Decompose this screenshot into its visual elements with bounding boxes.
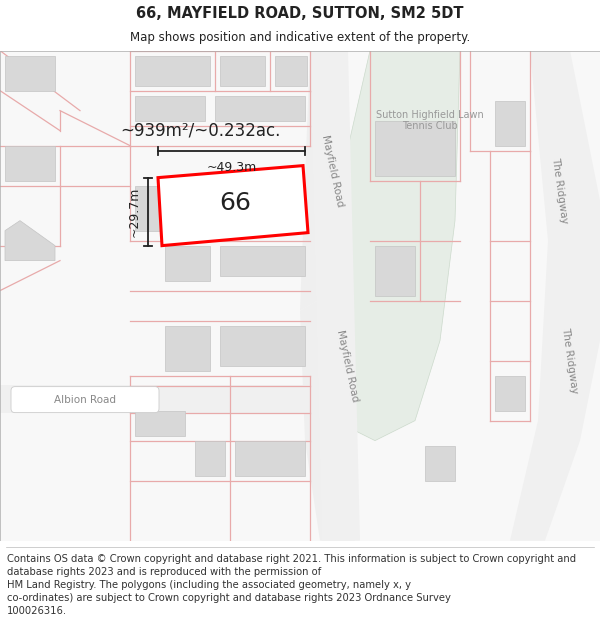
Text: ~49.3m: ~49.3m	[206, 161, 257, 174]
Text: Map shows position and indicative extent of the property.: Map shows position and indicative extent…	[130, 31, 470, 44]
Polygon shape	[5, 221, 55, 261]
Polygon shape	[375, 246, 415, 296]
Text: Albion Road: Albion Road	[54, 394, 116, 404]
Polygon shape	[165, 326, 210, 371]
Polygon shape	[300, 291, 355, 541]
Polygon shape	[195, 186, 305, 231]
Polygon shape	[165, 246, 210, 281]
Bar	[0, 384, 310, 412]
Polygon shape	[495, 376, 525, 411]
Polygon shape	[510, 51, 600, 541]
Polygon shape	[135, 411, 185, 436]
Polygon shape	[158, 166, 308, 246]
Polygon shape	[135, 96, 205, 121]
Polygon shape	[300, 51, 345, 311]
Polygon shape	[495, 101, 525, 146]
Text: Mayfield Road: Mayfield Road	[320, 134, 346, 208]
Polygon shape	[335, 51, 460, 441]
Polygon shape	[275, 56, 307, 86]
Polygon shape	[135, 186, 185, 231]
Text: 66: 66	[219, 191, 251, 214]
Text: ~939m²/~0.232ac.: ~939m²/~0.232ac.	[120, 122, 280, 139]
Polygon shape	[220, 326, 305, 366]
Polygon shape	[375, 121, 455, 176]
Text: ~29.7m: ~29.7m	[128, 186, 141, 237]
Polygon shape	[215, 96, 305, 121]
Text: 66, MAYFIELD ROAD, SUTTON, SM2 5DT: 66, MAYFIELD ROAD, SUTTON, SM2 5DT	[136, 6, 464, 21]
Text: Sutton Highfield Lawn
Tennis Club: Sutton Highfield Lawn Tennis Club	[376, 110, 484, 131]
Polygon shape	[220, 56, 265, 86]
FancyBboxPatch shape	[11, 387, 159, 412]
Text: The Ridgway: The Ridgway	[550, 157, 569, 224]
Polygon shape	[135, 56, 210, 86]
Polygon shape	[235, 441, 305, 476]
Polygon shape	[195, 441, 225, 476]
Polygon shape	[5, 146, 55, 181]
Text: Contains OS data © Crown copyright and database right 2021. This information is : Contains OS data © Crown copyright and d…	[7, 554, 577, 616]
Polygon shape	[220, 246, 305, 276]
Text: Mayfield Road: Mayfield Road	[335, 329, 361, 402]
Polygon shape	[5, 56, 55, 91]
Polygon shape	[310, 51, 360, 541]
Text: The Ridgway: The Ridgway	[560, 327, 580, 394]
Polygon shape	[425, 446, 455, 481]
